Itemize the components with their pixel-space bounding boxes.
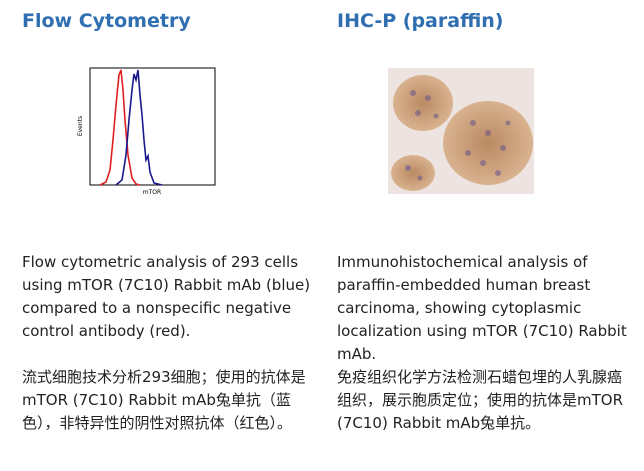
x-axis-label: mTOR (143, 189, 161, 196)
tumor-nest (391, 155, 435, 191)
panel-title: Flow Cytometry (22, 10, 191, 32)
panel-title: IHC-P (paraffin) (337, 10, 504, 32)
control-curve (99, 69, 141, 186)
nuclei (405, 90, 511, 181)
tumor-nest (393, 75, 453, 131)
caption-zh: 免疫组织化学方法检测石蜡包埋的人乳腺癌组织，展示胞质定位；使用的抗体是mTOR … (337, 368, 624, 432)
ihc-image (388, 68, 534, 194)
antibody-curve (115, 69, 163, 186)
tumor-nest (443, 101, 533, 185)
y-axis-label: Events (77, 116, 84, 136)
plot-frame (89, 67, 216, 186)
caption-en: Flow cytometric analysis of 293 cells us… (22, 253, 311, 340)
caption-en: Immunohistochemical analysis of paraffin… (337, 253, 627, 363)
caption-zh: 流式细胞技术分析293细胞；使用的抗体是mTOR (7C10) Rabbit m… (22, 368, 306, 432)
flow-histogram: Events mTOR (77, 67, 216, 196)
